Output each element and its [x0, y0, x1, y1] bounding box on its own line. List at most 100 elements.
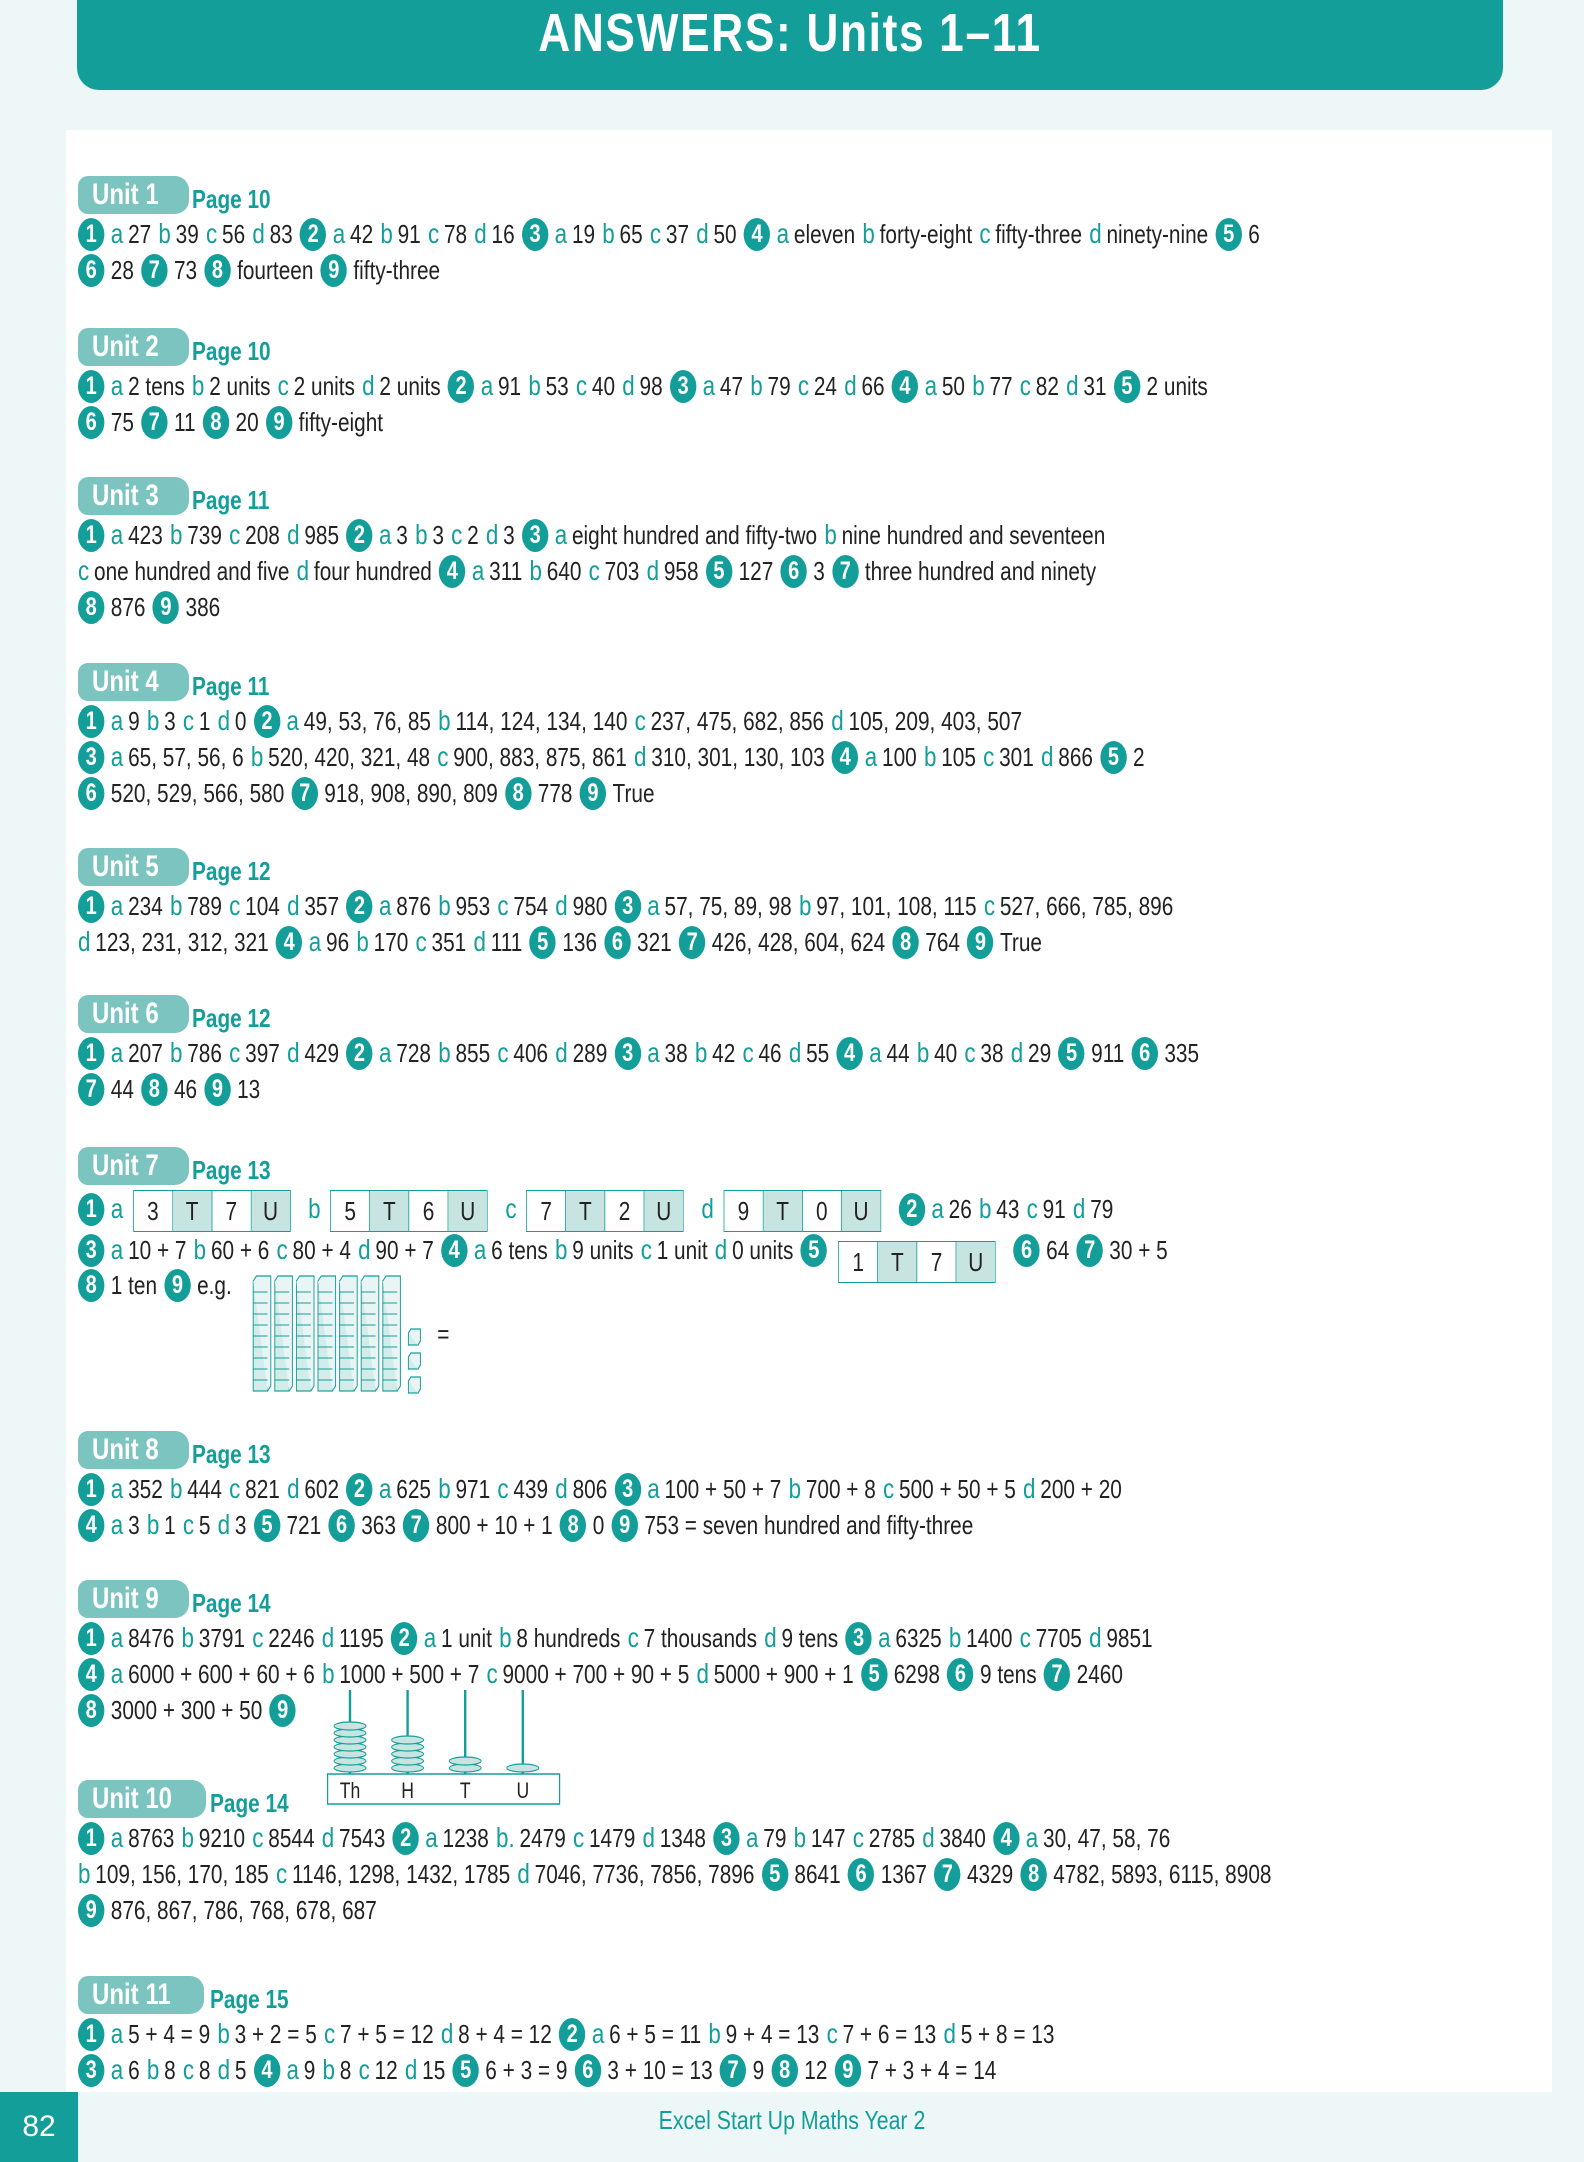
unit-label-text: Unit 10 [92, 1782, 173, 1815]
question-number: 3 [78, 2053, 105, 2087]
part-letter: d [287, 890, 300, 921]
answer-text: 6325 [895, 1623, 942, 1653]
part-letter: d [646, 555, 660, 586]
part-letter: a [423, 1622, 437, 1653]
answer-text: 9 tens [979, 1659, 1037, 1689]
answer-text: 855 [455, 1038, 491, 1068]
answer-text: 6000 + 600 + 60 + 6 [128, 1659, 315, 1689]
part-letter: d [321, 1822, 335, 1853]
answer-text: 55 [806, 1038, 830, 1068]
part-letter: c [276, 1233, 288, 1265]
answer-text: 1146, 1298, 1432, 1785 [291, 1859, 511, 1889]
part-letter: c [486, 1658, 498, 1689]
answer-text: 53 [545, 371, 569, 401]
page-reference: Page 12 [192, 856, 271, 886]
answer-text: ninety-nine [1106, 219, 1209, 249]
unit-header: Unit 10 Page 14 [78, 1780, 1558, 1820]
answer-text: 3 [128, 1510, 140, 1540]
part-letter: d [642, 1822, 655, 1853]
answer-line: b 109, 156, 170, 185 c 1146, 1298, 1432, 17… [78, 1856, 1271, 1892]
question-number: 4 [78, 1657, 105, 1691]
part-letter: a [110, 705, 124, 736]
part-letter: a [878, 1622, 891, 1653]
answer-text: 46 [758, 1038, 782, 1068]
part-letter: c [229, 890, 241, 921]
part-letter: a [869, 1037, 882, 1068]
tens-label: T [763, 1191, 803, 1232]
part-letter: b. [496, 1822, 515, 1853]
units-digit: 6 [409, 1191, 449, 1232]
part-letter: b [793, 1822, 807, 1853]
part-letter: c [497, 890, 509, 921]
part-letter: a [110, 218, 124, 249]
answer-text: 79 [767, 371, 791, 401]
unit-header: Unit 8 Page 13 [78, 1431, 1558, 1471]
answer-text: 40 [934, 1038, 958, 1068]
answer-text: 721 [286, 1510, 322, 1540]
unit-label: Unit 9 [78, 1580, 190, 1618]
question-number: 2 [447, 369, 475, 403]
tens-label: T [172, 1191, 213, 1232]
units-label: U [644, 1191, 683, 1232]
part-letter: a [110, 1622, 124, 1653]
question-number: 1 [78, 1621, 105, 1655]
ten-rod [382, 1275, 402, 1392]
question-number: 9 [967, 925, 994, 959]
part-letter: c [323, 2018, 336, 2049]
answer-text: 3 [234, 1510, 247, 1540]
answer-line: 1 a 234 b 789 c 104 d 357 2 a 876 b 953 c 754 d 980 3 a 57, … [78, 888, 1262, 924]
answer-text: 39 [175, 219, 199, 249]
answer-text: 12 [374, 2055, 398, 2085]
part-letter: c [415, 926, 427, 957]
answer-text: 13 [237, 1074, 261, 1104]
answer-text: 764 [925, 927, 960, 957]
unit-label: Unit 2 [78, 328, 190, 366]
part-letter: a [379, 1037, 392, 1068]
answer-text: 9210 [198, 1823, 246, 1853]
answer-text: 9 tens [781, 1623, 839, 1653]
answer-line: 7 44 8 46 9 13 [78, 1071, 1262, 1107]
answer-text: 37 [665, 219, 690, 249]
part-letter: b [158, 218, 171, 249]
question-number: 3 [521, 518, 549, 552]
question-number: 8 [1020, 1857, 1047, 1891]
part-letter: a [1025, 1822, 1039, 1853]
part-letter: a [110, 2054, 124, 2085]
part-letter: b [862, 218, 875, 249]
part-letter: a [110, 1037, 124, 1068]
question-number: 7 [78, 1072, 105, 1106]
part-letter: c [826, 2018, 838, 2049]
unit-section: Unit 9 Page 14 1 a 8476 b 3791 c 2246 d 1195 2 a 1 un… [78, 1580, 1558, 1805]
answer-text: 27 [128, 219, 152, 249]
ten-rod [360, 1275, 380, 1392]
answer-text: 2 [1133, 742, 1145, 772]
question-number: 6 [1013, 1233, 1040, 1267]
answer-text: 386 [185, 592, 221, 622]
part-letter: b [948, 1622, 962, 1653]
part-letter: a [647, 890, 660, 921]
answer-text: 2 units [1146, 371, 1208, 401]
answer-text: 7 + 5 = 12 [339, 2019, 434, 2049]
question-number: 8 [78, 1693, 105, 1727]
answer-text: 520, 420, 321, 48 [268, 742, 431, 772]
units-digit: 2 [605, 1191, 645, 1232]
answer-text: 2 tens [128, 371, 185, 401]
answer-text: 1367 [880, 1859, 927, 1889]
question-number: 5 [1100, 740, 1127, 774]
answer-text: 778 [537, 778, 573, 808]
part-letter: d [358, 1233, 371, 1265]
question-number: 2 [346, 518, 373, 552]
units-label: U [956, 1242, 995, 1282]
answer-text: 439 [513, 1474, 549, 1504]
question-number: 2 [346, 1472, 373, 1506]
part-letter: a [473, 1233, 487, 1265]
question-number: 2 [346, 889, 373, 923]
answer-text: 7 thousands [643, 1623, 757, 1653]
answer-text: 15 [422, 2055, 446, 2085]
answer-text: 0 [234, 706, 247, 736]
answer-text: 19 [571, 219, 596, 249]
part-letter: b [438, 1037, 451, 1068]
part-letter: d [831, 705, 844, 736]
part-letter: d [485, 519, 499, 550]
